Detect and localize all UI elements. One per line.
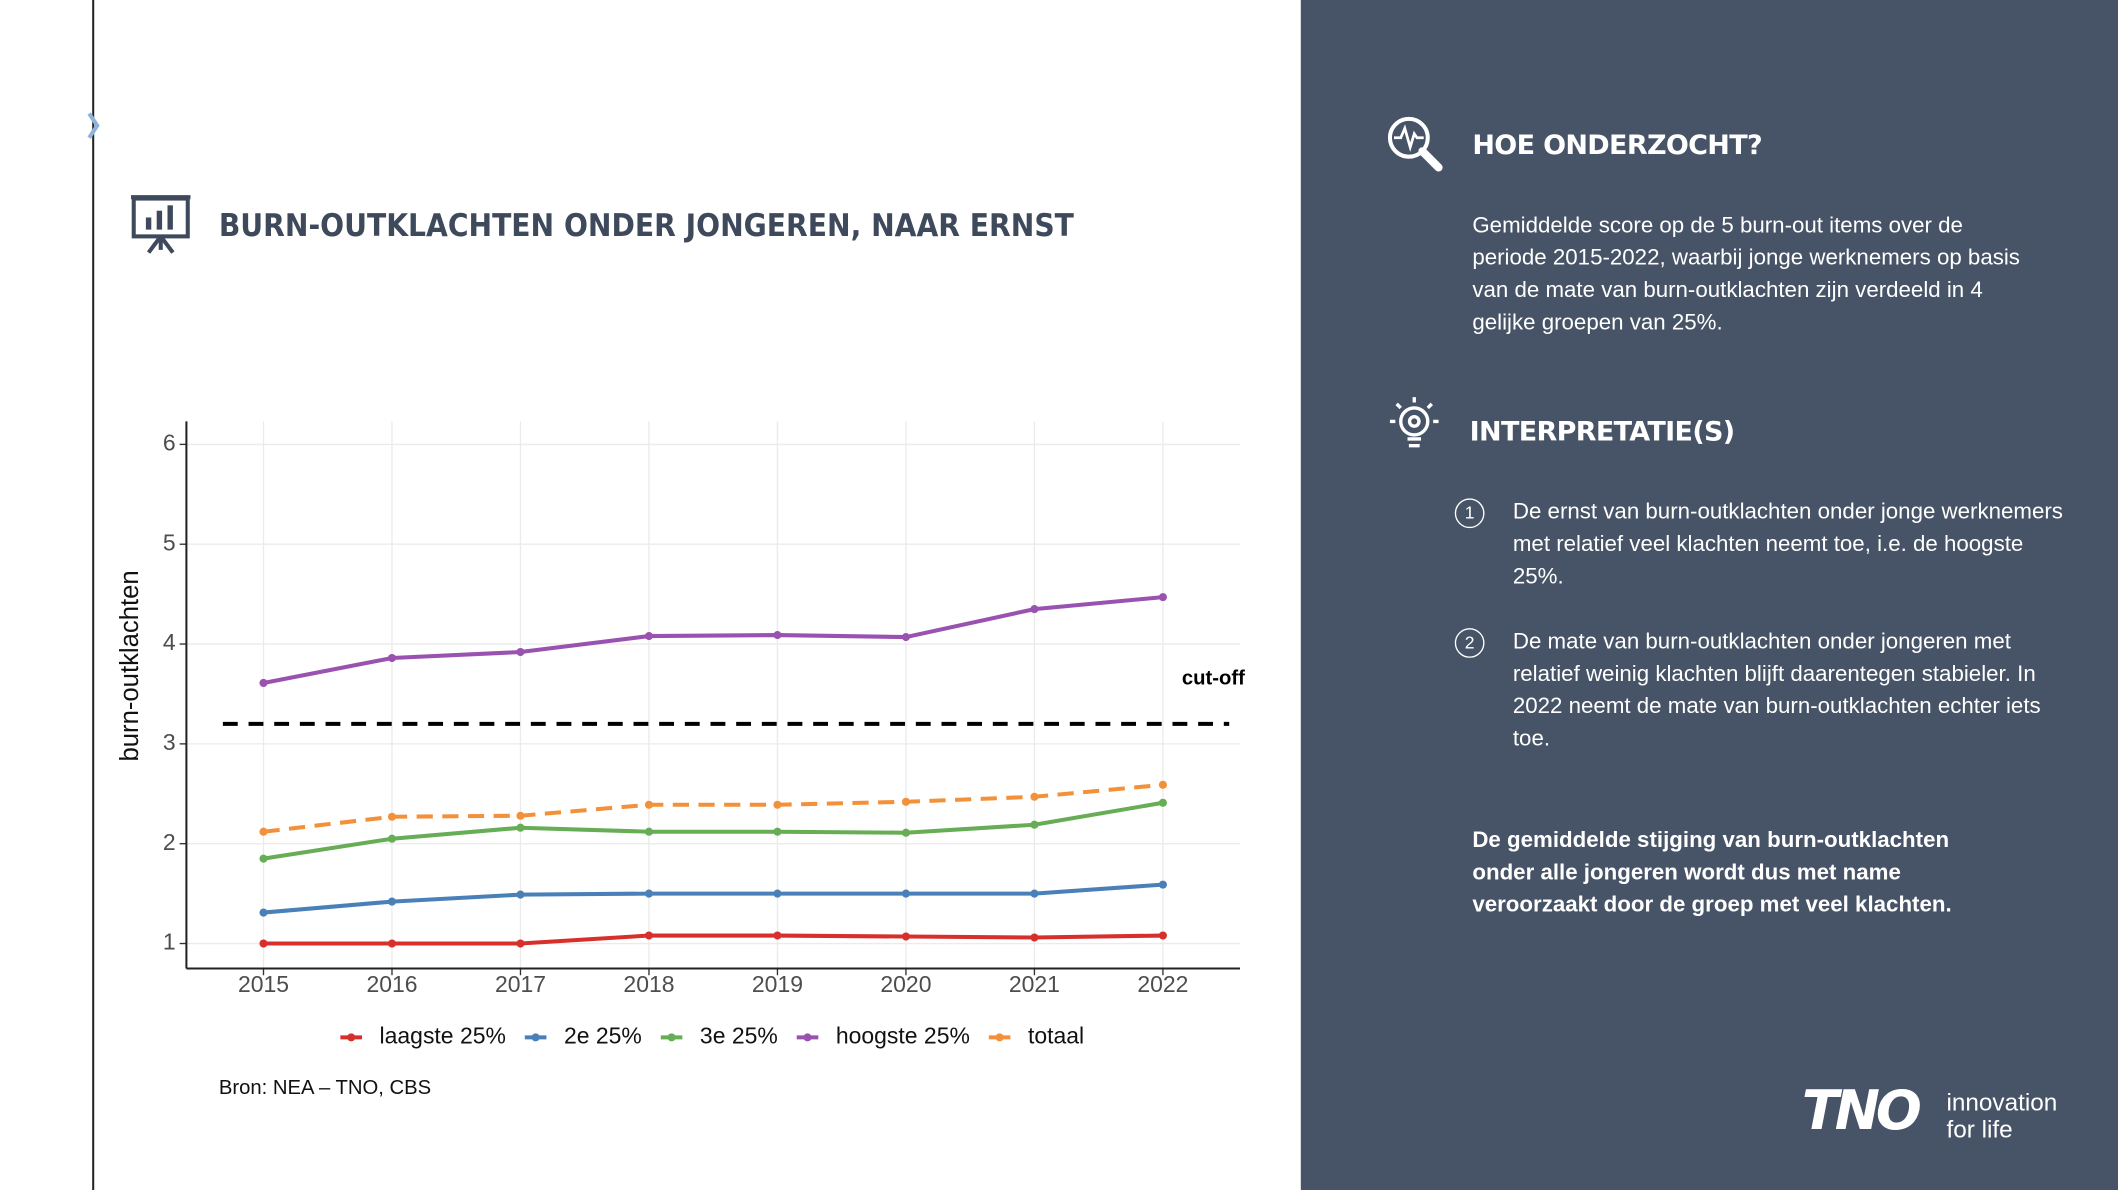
legend-swatch-dot (531, 1033, 540, 1042)
y-tick-label: 4 (163, 629, 176, 655)
logo: TNO (1801, 1080, 1922, 1143)
data-point (516, 823, 525, 832)
data-point (773, 631, 782, 640)
legend-label: hoogste 25% (836, 1022, 970, 1048)
data-point (901, 828, 910, 837)
data-point (1030, 605, 1039, 614)
data-point (773, 931, 782, 940)
data-point (259, 939, 268, 948)
data-point (1158, 780, 1167, 789)
data-point (259, 854, 268, 863)
data-point (387, 834, 397, 843)
legend-label: 2e 25% (564, 1022, 642, 1048)
x-tick-label: 2018 (623, 971, 674, 997)
x-tick-label: 2021 (1009, 971, 1060, 997)
item-number: 2 (1454, 628, 1485, 658)
presentation-icon (131, 195, 191, 254)
x-tick-label: 2017 (495, 971, 546, 997)
method-text: Gemiddelde score op de 5 burn-out items … (1472, 213, 2020, 335)
legend-swatch-dot (347, 1033, 356, 1042)
legend-label: 3e 25% (700, 1022, 778, 1048)
x-tick-label: 2020 (880, 971, 931, 997)
legend-label: laagste 25% (380, 1022, 506, 1048)
series-line (263, 933, 1163, 946)
data-point (644, 800, 654, 809)
method-title: HOE ONDERZOCHT? (1472, 128, 1762, 161)
data-point (644, 632, 654, 641)
data-point (1030, 889, 1039, 898)
legend-label: totaal (1028, 1022, 1084, 1048)
data-point (516, 890, 525, 899)
data-point (901, 889, 910, 898)
data-point (516, 647, 525, 657)
item-text: De mate van burn-outklachten onder jonge… (1512, 629, 2041, 752)
data-point (644, 889, 654, 898)
data-point (773, 827, 782, 836)
data-point (1158, 798, 1167, 807)
chart: BURN-OUTKLACHTEN ONDER JONGEREN, NAAR ER… (87, 0, 1245, 1190)
tagline-line: for life (1946, 1115, 2013, 1143)
lightbulb-icon (1389, 397, 1439, 448)
item-text: De ernst van burn-outklachten onder jong… (1512, 499, 2063, 589)
data-point (1030, 792, 1039, 801)
series-line (263, 882, 1164, 915)
data-point (259, 678, 268, 688)
y-tick-label: 3 (163, 729, 176, 755)
series-line (263, 800, 1164, 861)
data-point (644, 827, 654, 836)
chart-title: BURN-OUTKLACHTEN ONDER JONGEREN, NAAR ER… (219, 208, 1075, 244)
y-tick-label: 5 (163, 529, 176, 555)
data-point (773, 800, 782, 809)
data-point (644, 931, 654, 940)
data-point (1158, 931, 1167, 940)
item-number: 1 (1454, 498, 1485, 529)
series-line (263, 782, 1164, 834)
x-tick-label: 2019 (752, 971, 803, 997)
conclusion: De gemiddelde stijging van burn-outklach… (1472, 828, 1952, 918)
chevron (87, 112, 100, 139)
y-axis-label: burn-outklachten (116, 570, 144, 761)
data-point (901, 797, 910, 806)
data-point (387, 812, 397, 821)
data-point (259, 827, 268, 836)
y-tick-label: 2 (163, 829, 176, 855)
data-point (387, 653, 397, 663)
data-point (516, 811, 525, 820)
cutoff-label: cut-off (1182, 668, 1245, 690)
data-point (773, 889, 782, 898)
x-tick-label: 2015 (238, 971, 289, 997)
data-point (387, 897, 397, 906)
series-line (263, 595, 1164, 685)
data-point (1030, 820, 1039, 829)
interpretation-title: INTERPRETATIE(S) (1469, 414, 1736, 448)
x-tick-label: 2016 (366, 971, 417, 997)
data-point (1030, 933, 1039, 942)
data-point (1158, 880, 1167, 889)
data-point (259, 908, 268, 917)
tagline-line: innovation (1946, 1088, 2058, 1116)
data-point (516, 939, 525, 948)
x-tick-label: 2022 (1137, 971, 1188, 997)
legend-swatch-dot (803, 1033, 812, 1042)
y-tick-label: 6 (163, 429, 176, 455)
search-icon (1387, 116, 1443, 172)
legend-swatch-dot (995, 1033, 1004, 1042)
data-point (901, 633, 910, 642)
data-point (901, 932, 910, 941)
data-point (387, 939, 397, 948)
y-tick-label: 1 (163, 929, 176, 955)
info-panel: HOE ONDERZOCHT? Gemiddelde score op de 5… (1300, 0, 2118, 1190)
tagline: innovation for life (1946, 1089, 2057, 1143)
source: Bron: NEA – TNO, CBS (219, 1077, 431, 1099)
data-point (1158, 593, 1167, 602)
legend-swatch-dot (667, 1033, 676, 1042)
